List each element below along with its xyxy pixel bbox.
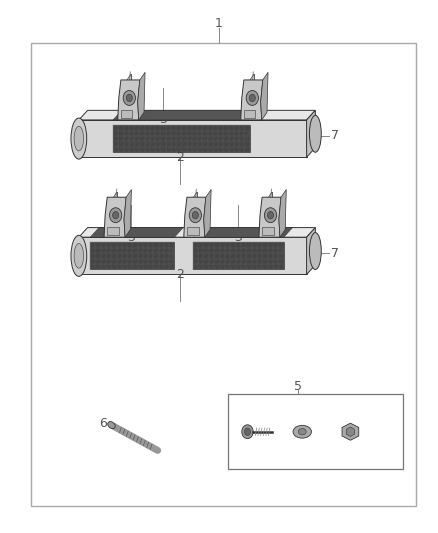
Bar [121, 110, 132, 118]
Bar [228, 394, 403, 469]
Bar [187, 227, 198, 235]
Ellipse shape [74, 126, 84, 151]
Polygon shape [79, 228, 315, 237]
Polygon shape [307, 228, 315, 274]
Polygon shape [342, 423, 359, 440]
Circle shape [242, 425, 253, 439]
Text: 2: 2 [176, 268, 184, 281]
Text: 5: 5 [294, 380, 302, 393]
Circle shape [113, 212, 119, 219]
Circle shape [246, 91, 258, 106]
Polygon shape [90, 228, 183, 237]
Polygon shape [279, 190, 286, 237]
Text: 3: 3 [234, 231, 242, 244]
Text: 4: 4 [191, 191, 199, 204]
Polygon shape [79, 237, 307, 274]
Circle shape [123, 91, 135, 106]
Text: 7: 7 [331, 247, 339, 260]
Text: 4: 4 [112, 191, 120, 204]
Circle shape [265, 208, 277, 223]
Polygon shape [307, 110, 315, 157]
Circle shape [189, 208, 201, 223]
Bar [244, 110, 255, 118]
Text: 3: 3 [127, 231, 135, 244]
Polygon shape [241, 80, 263, 120]
Bar [193, 243, 284, 269]
Text: 6: 6 [99, 417, 107, 430]
Polygon shape [79, 110, 315, 120]
Polygon shape [259, 197, 281, 237]
Text: 4: 4 [248, 74, 256, 86]
Text: 2: 2 [176, 151, 184, 164]
Circle shape [126, 94, 132, 102]
Text: 3: 3 [159, 114, 167, 126]
Polygon shape [118, 80, 140, 120]
Polygon shape [104, 197, 126, 237]
Ellipse shape [309, 232, 321, 270]
Polygon shape [261, 72, 268, 120]
Polygon shape [204, 190, 211, 237]
Text: 1: 1 [215, 18, 223, 30]
Ellipse shape [298, 429, 306, 435]
Circle shape [249, 94, 255, 102]
Bar [31, 43, 416, 506]
Polygon shape [79, 120, 307, 157]
Circle shape [192, 212, 198, 219]
Polygon shape [193, 228, 293, 237]
Bar [113, 125, 250, 152]
Text: 4: 4 [126, 74, 134, 86]
Polygon shape [124, 190, 131, 237]
Ellipse shape [309, 115, 321, 152]
Polygon shape [138, 72, 145, 120]
Ellipse shape [71, 118, 87, 159]
Text: 4: 4 [267, 191, 275, 204]
Polygon shape [113, 110, 258, 120]
Ellipse shape [74, 244, 84, 268]
Ellipse shape [71, 235, 87, 276]
Bar [107, 227, 119, 235]
Polygon shape [184, 197, 206, 237]
Ellipse shape [293, 425, 311, 438]
Bar [262, 227, 274, 235]
Ellipse shape [108, 422, 115, 429]
Polygon shape [346, 427, 355, 437]
Circle shape [268, 212, 274, 219]
Text: 7: 7 [331, 130, 339, 142]
Circle shape [244, 428, 251, 435]
Bar [90, 243, 174, 269]
Circle shape [110, 208, 122, 223]
